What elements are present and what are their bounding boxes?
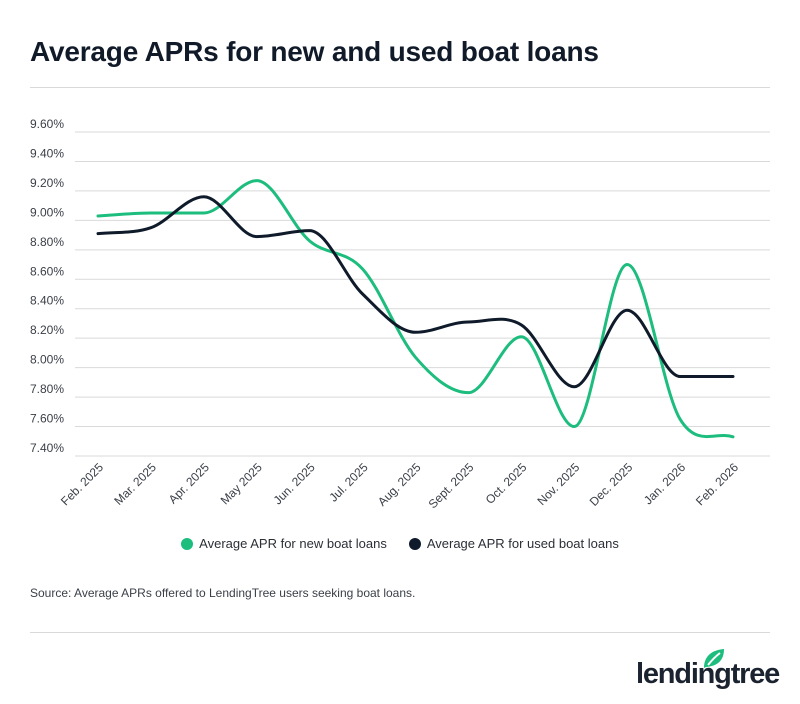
y-tick-label: 9.20% — [30, 176, 64, 190]
x-tick-label: Jan. 2026 — [641, 460, 688, 507]
x-tick-label: Aug. 2025 — [375, 460, 424, 509]
title-divider — [30, 87, 770, 88]
x-tick-label: Feb. 2025 — [58, 460, 106, 508]
legend-label-used: Average APR for used boat loans — [426, 536, 619, 551]
y-tick-label: 8.80% — [30, 235, 64, 249]
x-tick-label: Jul. 2025 — [326, 460, 371, 505]
legend-marker-new — [181, 537, 194, 550]
footer-divider — [30, 632, 770, 633]
y-tick-label: 7.80% — [30, 382, 64, 396]
x-tick-label: Oct. 2025 — [483, 460, 530, 507]
y-tick-label: 9.40% — [30, 146, 64, 160]
y-tick-label: 9.00% — [30, 205, 64, 219]
chart-title: Average APRs for new and used boat loans — [30, 36, 599, 67]
y-tick-label: 8.40% — [30, 294, 64, 308]
y-tick-label: 8.60% — [30, 264, 64, 278]
x-tick-label: Sept. 2025 — [426, 460, 477, 511]
x-tick-label: Mar. 2025 — [111, 460, 159, 508]
x-tick-label: Nov. 2025 — [534, 460, 582, 508]
y-tick-label: 7.60% — [30, 412, 64, 426]
legend-label-new: Average APR for new boat loans — [199, 536, 387, 551]
legend-item-new: Average APR for new boat loans — [181, 536, 387, 551]
line-chart: 9.60% 9.40% 9.20% 9.00% 8.80% 8.60% 8.40% 8.20%… — [30, 117, 770, 511]
series-line-used — [96, 195, 735, 389]
x-tick-label: Jun. 2025 — [271, 460, 318, 507]
y-tick-label: 8.00% — [30, 353, 64, 367]
y-tick-label: 8.20% — [30, 323, 64, 337]
series-line-new — [96, 179, 735, 439]
y-tick-label: 7.40% — [30, 441, 64, 455]
x-tick-label: May 2025 — [218, 460, 265, 507]
source-note: Source: Average APRs offered to LendingT… — [30, 586, 416, 600]
y-tick-label: 9.60% — [30, 117, 64, 131]
legend-item-used: Average APR for used boat loans — [408, 536, 619, 551]
x-tick-label: Dec. 2025 — [587, 460, 636, 509]
lendingtree-logo: lendingtree — [636, 648, 780, 690]
leaf-icon — [704, 649, 724, 668]
legend: Average APR for new boat loans Average A… — [0, 536, 800, 551]
logo-wordmark: lendingtree — [636, 658, 780, 690]
x-tick-label: Feb. 2026 — [693, 460, 741, 508]
x-tick-label: Apr. 2025 — [166, 460, 212, 506]
legend-marker-used — [408, 537, 421, 550]
